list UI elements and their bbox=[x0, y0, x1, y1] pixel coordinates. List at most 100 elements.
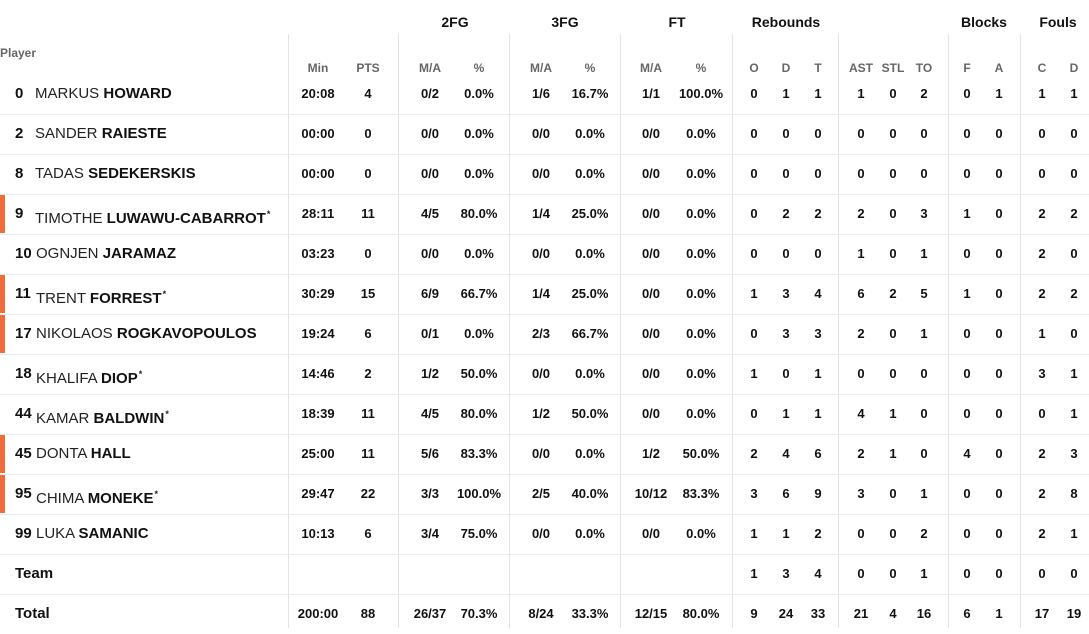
player-name[interactable]: TIMOTHE LUWAWU-CABARROT* bbox=[35, 194, 270, 234]
stat-stl: 0 bbox=[889, 486, 897, 501]
column-header-reb-d[interactable]: D bbox=[781, 61, 791, 75]
stat-foul-c: 2 bbox=[1038, 486, 1046, 501]
stat-pts: 11 bbox=[361, 406, 375, 421]
stat-pts: 0 bbox=[364, 246, 372, 261]
player-row[interactable]: 8 TADAS SEDEKERSKIS 00:00 0 0/0 0.0% 0/0 0.0% 0/… bbox=[0, 154, 1089, 194]
stat-min: 10:13 bbox=[301, 526, 335, 541]
row-divider bbox=[0, 474, 1089, 475]
stat-ft-pct: 0.0% bbox=[686, 166, 716, 181]
column-header-to[interactable]: TO bbox=[915, 61, 933, 75]
column-header-foul-d[interactable]: D bbox=[1069, 61, 1079, 75]
player-name[interactable]: KAMAR BALDWIN* bbox=[36, 394, 169, 434]
stat-fg2-ma: 4/5 bbox=[420, 406, 440, 421]
player-row[interactable]: 95 CHIMA MONEKE* 29:47 22 3/3 100.0% 2/5 40.0% 1… bbox=[0, 474, 1089, 514]
player-name[interactable]: DONTA HALL bbox=[36, 434, 131, 474]
column-header-blk-f[interactable]: F bbox=[963, 61, 971, 75]
group-header-rebounds[interactable]: Rebounds bbox=[751, 14, 821, 30]
stat-fg2-ma: 0/1 bbox=[420, 326, 440, 341]
stat-fg2-ma: 6/9 bbox=[420, 286, 440, 301]
player-row[interactable]: 18 KHALIFA DIOP* 14:46 2 1/2 50.0% 0/0 0.0% 0/0 0… bbox=[0, 354, 1089, 394]
player-number: 45 bbox=[15, 445, 32, 462]
starter-mark: * bbox=[138, 369, 143, 379]
player-first-name: OGNJEN bbox=[36, 245, 99, 262]
player-last-name: BALDWIN bbox=[93, 410, 165, 427]
stat-fg3-pct: 0.0% bbox=[575, 126, 605, 141]
player-name[interactable]: KHALIFA DIOP* bbox=[36, 354, 142, 394]
total-row[interactable]: Total 200:00 88 26/37 70.3% 8/24 33.3% 12/15 80.… bbox=[0, 594, 1089, 634]
stat-reb-t: 2 bbox=[814, 206, 822, 221]
team-label: Team bbox=[15, 565, 54, 582]
player-name[interactable]: TRENT FORREST* bbox=[36, 274, 166, 314]
column-header-ast[interactable]: AST bbox=[849, 61, 873, 75]
player-name[interactable]: OGNJEN JARAMAZ bbox=[36, 234, 176, 274]
group-header-blocks[interactable]: Blocks bbox=[961, 14, 1007, 30]
stat-fg2-ma: 0/0 bbox=[420, 126, 440, 141]
player-name[interactable]: SANDER RAIESTE bbox=[35, 114, 167, 154]
player-name[interactable]: CHIMA MONEKE* bbox=[36, 474, 158, 514]
stat-blk-a: 0 bbox=[995, 526, 1003, 541]
column-header-reb-o[interactable]: O bbox=[749, 61, 759, 75]
stat-fg2-pct: 80.0% bbox=[460, 206, 498, 221]
player-row[interactable]: 11 TRENT FORREST* 30:29 15 6/9 66.7% 1/4 25.0% 0… bbox=[0, 274, 1089, 314]
stat-ft-ma: 0/0 bbox=[641, 366, 661, 381]
column-header-fg2-pct[interactable]: % bbox=[473, 61, 485, 75]
player-row[interactable]: 17 NIKOLAOS ROGKAVOPOULOS 19:24 6 0/1 0.0% 2/3… bbox=[0, 314, 1089, 354]
stat-fg2-pct: 50.0% bbox=[460, 366, 498, 381]
group-header-fg2[interactable]: 2FG bbox=[441, 14, 469, 30]
group-header-ft[interactable]: FT bbox=[668, 14, 686, 30]
column-header-ft-pct[interactable]: % bbox=[695, 61, 707, 75]
stat-stl: 0 bbox=[889, 566, 897, 581]
row-accent-bar bbox=[0, 195, 5, 233]
column-header-ft-ma[interactable]: M/A bbox=[640, 61, 662, 75]
column-header-fg3-pct[interactable]: % bbox=[584, 61, 596, 75]
player-name[interactable]: LUKA SAMANIC bbox=[36, 514, 149, 554]
stat-to: 5 bbox=[920, 286, 928, 301]
column-header-foul-c[interactable]: C bbox=[1037, 61, 1047, 75]
player-row[interactable]: 45 DONTA HALL 25:00 11 5/6 83.3% 0/0 0.0% 1/2 50.… bbox=[0, 434, 1089, 474]
column-header-reb-t[interactable]: T bbox=[814, 61, 822, 75]
player-name[interactable]: TADAS SEDEKERSKIS bbox=[35, 154, 196, 194]
player-row[interactable]: 0 MARKUS HOWARD 20:08 4 0/2 0.0% 1/6 16.7% 1/1 10… bbox=[0, 74, 1089, 114]
column-header-fg2-ma[interactable]: M/A bbox=[419, 61, 441, 75]
column-header-min[interactable]: Min bbox=[307, 61, 329, 75]
stat-fg2-ma: 3/3 bbox=[420, 486, 440, 501]
stat-reb-t: 1 bbox=[814, 86, 822, 101]
stat-fg2-ma: 4/5 bbox=[420, 206, 440, 221]
player-row[interactable]: 99 LUKA SAMANIC 10:13 6 3/4 75.0% 0/0 0.0% 0/0 0.… bbox=[0, 514, 1089, 554]
player-name[interactable]: MARKUS HOWARD bbox=[35, 74, 172, 114]
stat-min: 00:00 bbox=[301, 166, 335, 181]
stat-fg3-pct: 0.0% bbox=[575, 246, 605, 261]
column-divider bbox=[288, 34, 289, 628]
stat-ft-pct: 80.0% bbox=[682, 606, 720, 621]
stat-blk-a: 0 bbox=[995, 166, 1003, 181]
stat-foul-c: 0 bbox=[1038, 406, 1046, 421]
stat-min: 30:29 bbox=[301, 286, 335, 301]
player-row[interactable]: 44 KAMAR BALDWIN* 18:39 11 4/5 80.0% 1/2 50.0% 0… bbox=[0, 394, 1089, 434]
stat-ft-pct: 100.0% bbox=[678, 86, 724, 101]
stat-blk-a: 0 bbox=[995, 446, 1003, 461]
column-header-blk-a[interactable]: A bbox=[994, 61, 1004, 75]
stat-reb-o: 0 bbox=[750, 126, 758, 141]
column-header-fg3-ma[interactable]: M/A bbox=[530, 61, 552, 75]
stat-fg3-pct: 50.0% bbox=[571, 406, 609, 421]
player-row[interactable]: 9 TIMOTHE LUWAWU-CABARROT* 28:11 11 4/5 80.0%… bbox=[0, 194, 1089, 234]
stat-ast: 1 bbox=[857, 86, 865, 101]
stat-foul-d: 2 bbox=[1070, 286, 1078, 301]
starter-mark: * bbox=[162, 289, 167, 299]
stat-ast: 0 bbox=[857, 166, 865, 181]
stat-blk-a: 0 bbox=[995, 206, 1003, 221]
team-row[interactable]: Team 1 3 4 0 0 1 0 0 0 0 bbox=[0, 554, 1089, 594]
player-row[interactable]: 10 OGNJEN JARAMAZ 03:23 0 0/0 0.0% 0/0 0.0% 0/0 0… bbox=[0, 234, 1089, 274]
stat-fg3-pct: 0.0% bbox=[575, 366, 605, 381]
column-header-pts[interactable]: PTS bbox=[356, 61, 380, 75]
player-name[interactable]: NIKOLAOS ROGKAVOPOULOS bbox=[36, 314, 257, 354]
group-header-fouls[interactable]: Fouls bbox=[1039, 14, 1077, 30]
stat-to: 2 bbox=[920, 526, 928, 541]
stat-to: 1 bbox=[920, 326, 928, 341]
row-divider bbox=[0, 434, 1089, 435]
player-row[interactable]: 2 SANDER RAIESTE 00:00 0 0/0 0.0% 0/0 0.0% 0/0 0.… bbox=[0, 114, 1089, 154]
group-header-fg3[interactable]: 3FG bbox=[551, 14, 579, 30]
stat-foul-c: 0 bbox=[1038, 126, 1046, 141]
player-column-header[interactable]: Player bbox=[0, 46, 37, 60]
column-header-stl[interactable]: STL bbox=[881, 61, 905, 75]
